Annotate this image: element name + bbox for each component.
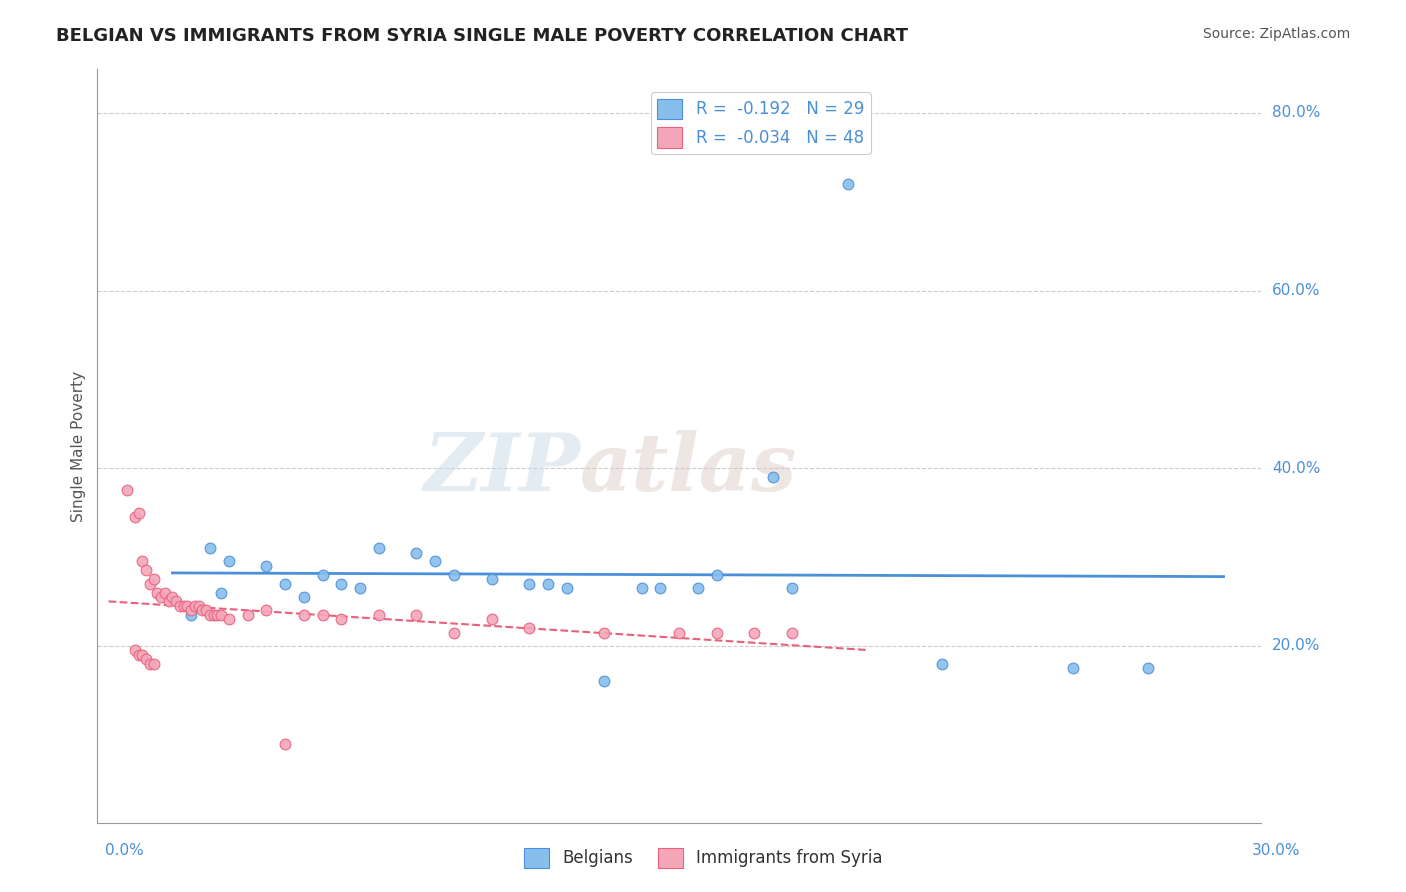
Legend: Belgians, Immigrants from Syria: Belgians, Immigrants from Syria [517, 841, 889, 875]
Text: atlas: atlas [581, 430, 797, 508]
Point [742, 625, 765, 640]
Point [443, 625, 465, 640]
Point [162, 590, 184, 604]
Point [668, 625, 690, 640]
Point [180, 607, 202, 622]
Point [555, 581, 578, 595]
Point [184, 599, 207, 613]
Point [198, 607, 221, 622]
Point [425, 554, 447, 568]
Point [131, 648, 153, 662]
Text: 80.0%: 80.0% [1272, 105, 1320, 120]
Text: ZIP: ZIP [423, 430, 581, 508]
Point [157, 594, 180, 608]
Point [142, 572, 165, 586]
Point [198, 541, 221, 556]
Point [537, 576, 560, 591]
Point [202, 607, 225, 622]
Point [165, 594, 187, 608]
Point [274, 576, 297, 591]
Point [150, 590, 173, 604]
Point [153, 585, 176, 599]
Point [405, 607, 427, 622]
Point [292, 590, 315, 604]
Text: 0.0%: 0.0% [105, 843, 145, 858]
Point [481, 572, 503, 586]
Point [124, 643, 146, 657]
Point [274, 737, 297, 751]
Point [367, 541, 389, 556]
Point [187, 599, 209, 613]
Point [1062, 661, 1084, 675]
Point [131, 554, 153, 568]
Point [367, 607, 389, 622]
Point [706, 625, 728, 640]
Point [128, 506, 150, 520]
Point [191, 603, 214, 617]
Text: BELGIAN VS IMMIGRANTS FROM SYRIA SINGLE MALE POVERTY CORRELATION CHART: BELGIAN VS IMMIGRANTS FROM SYRIA SINGLE … [56, 27, 908, 45]
Text: Source: ZipAtlas.com: Source: ZipAtlas.com [1202, 27, 1350, 41]
Point [139, 576, 162, 591]
Point [139, 657, 162, 671]
Point [218, 554, 240, 568]
Point [142, 657, 165, 671]
Point [517, 576, 540, 591]
Point [173, 599, 195, 613]
Point [706, 567, 728, 582]
Text: 40.0%: 40.0% [1272, 460, 1320, 475]
Point [176, 599, 198, 613]
Point [330, 576, 353, 591]
Point [780, 625, 803, 640]
Point [780, 581, 803, 595]
Text: 30.0%: 30.0% [1253, 843, 1301, 858]
Point [686, 581, 709, 595]
Point [254, 603, 277, 617]
Point [517, 621, 540, 635]
Point [128, 648, 150, 662]
Point [292, 607, 315, 622]
Point [207, 607, 229, 622]
Point [180, 603, 202, 617]
Point [124, 510, 146, 524]
Point [630, 581, 652, 595]
Point [931, 657, 953, 671]
Point [762, 470, 785, 484]
Y-axis label: Single Male Poverty: Single Male Poverty [72, 370, 86, 522]
Point [349, 581, 371, 595]
Point [236, 607, 259, 622]
Point [169, 599, 191, 613]
Text: 60.0%: 60.0% [1272, 283, 1320, 298]
Point [1137, 661, 1160, 675]
Point [209, 607, 232, 622]
Point [218, 612, 240, 626]
Point [443, 567, 465, 582]
Point [311, 567, 333, 582]
Point [650, 581, 672, 595]
Point [330, 612, 353, 626]
Point [254, 558, 277, 573]
Point [593, 625, 616, 640]
Point [311, 607, 333, 622]
Point [593, 674, 616, 689]
Point [135, 563, 157, 577]
Point [146, 585, 169, 599]
Point [135, 652, 157, 666]
Legend: R =  -0.192   N = 29, R =  -0.034   N = 48: R = -0.192 N = 29, R = -0.034 N = 48 [651, 92, 870, 154]
Text: 20.0%: 20.0% [1272, 639, 1320, 653]
Point [405, 545, 427, 559]
Point [481, 612, 503, 626]
Point [837, 177, 859, 191]
Point [209, 585, 232, 599]
Point [117, 483, 139, 498]
Point [195, 603, 218, 617]
